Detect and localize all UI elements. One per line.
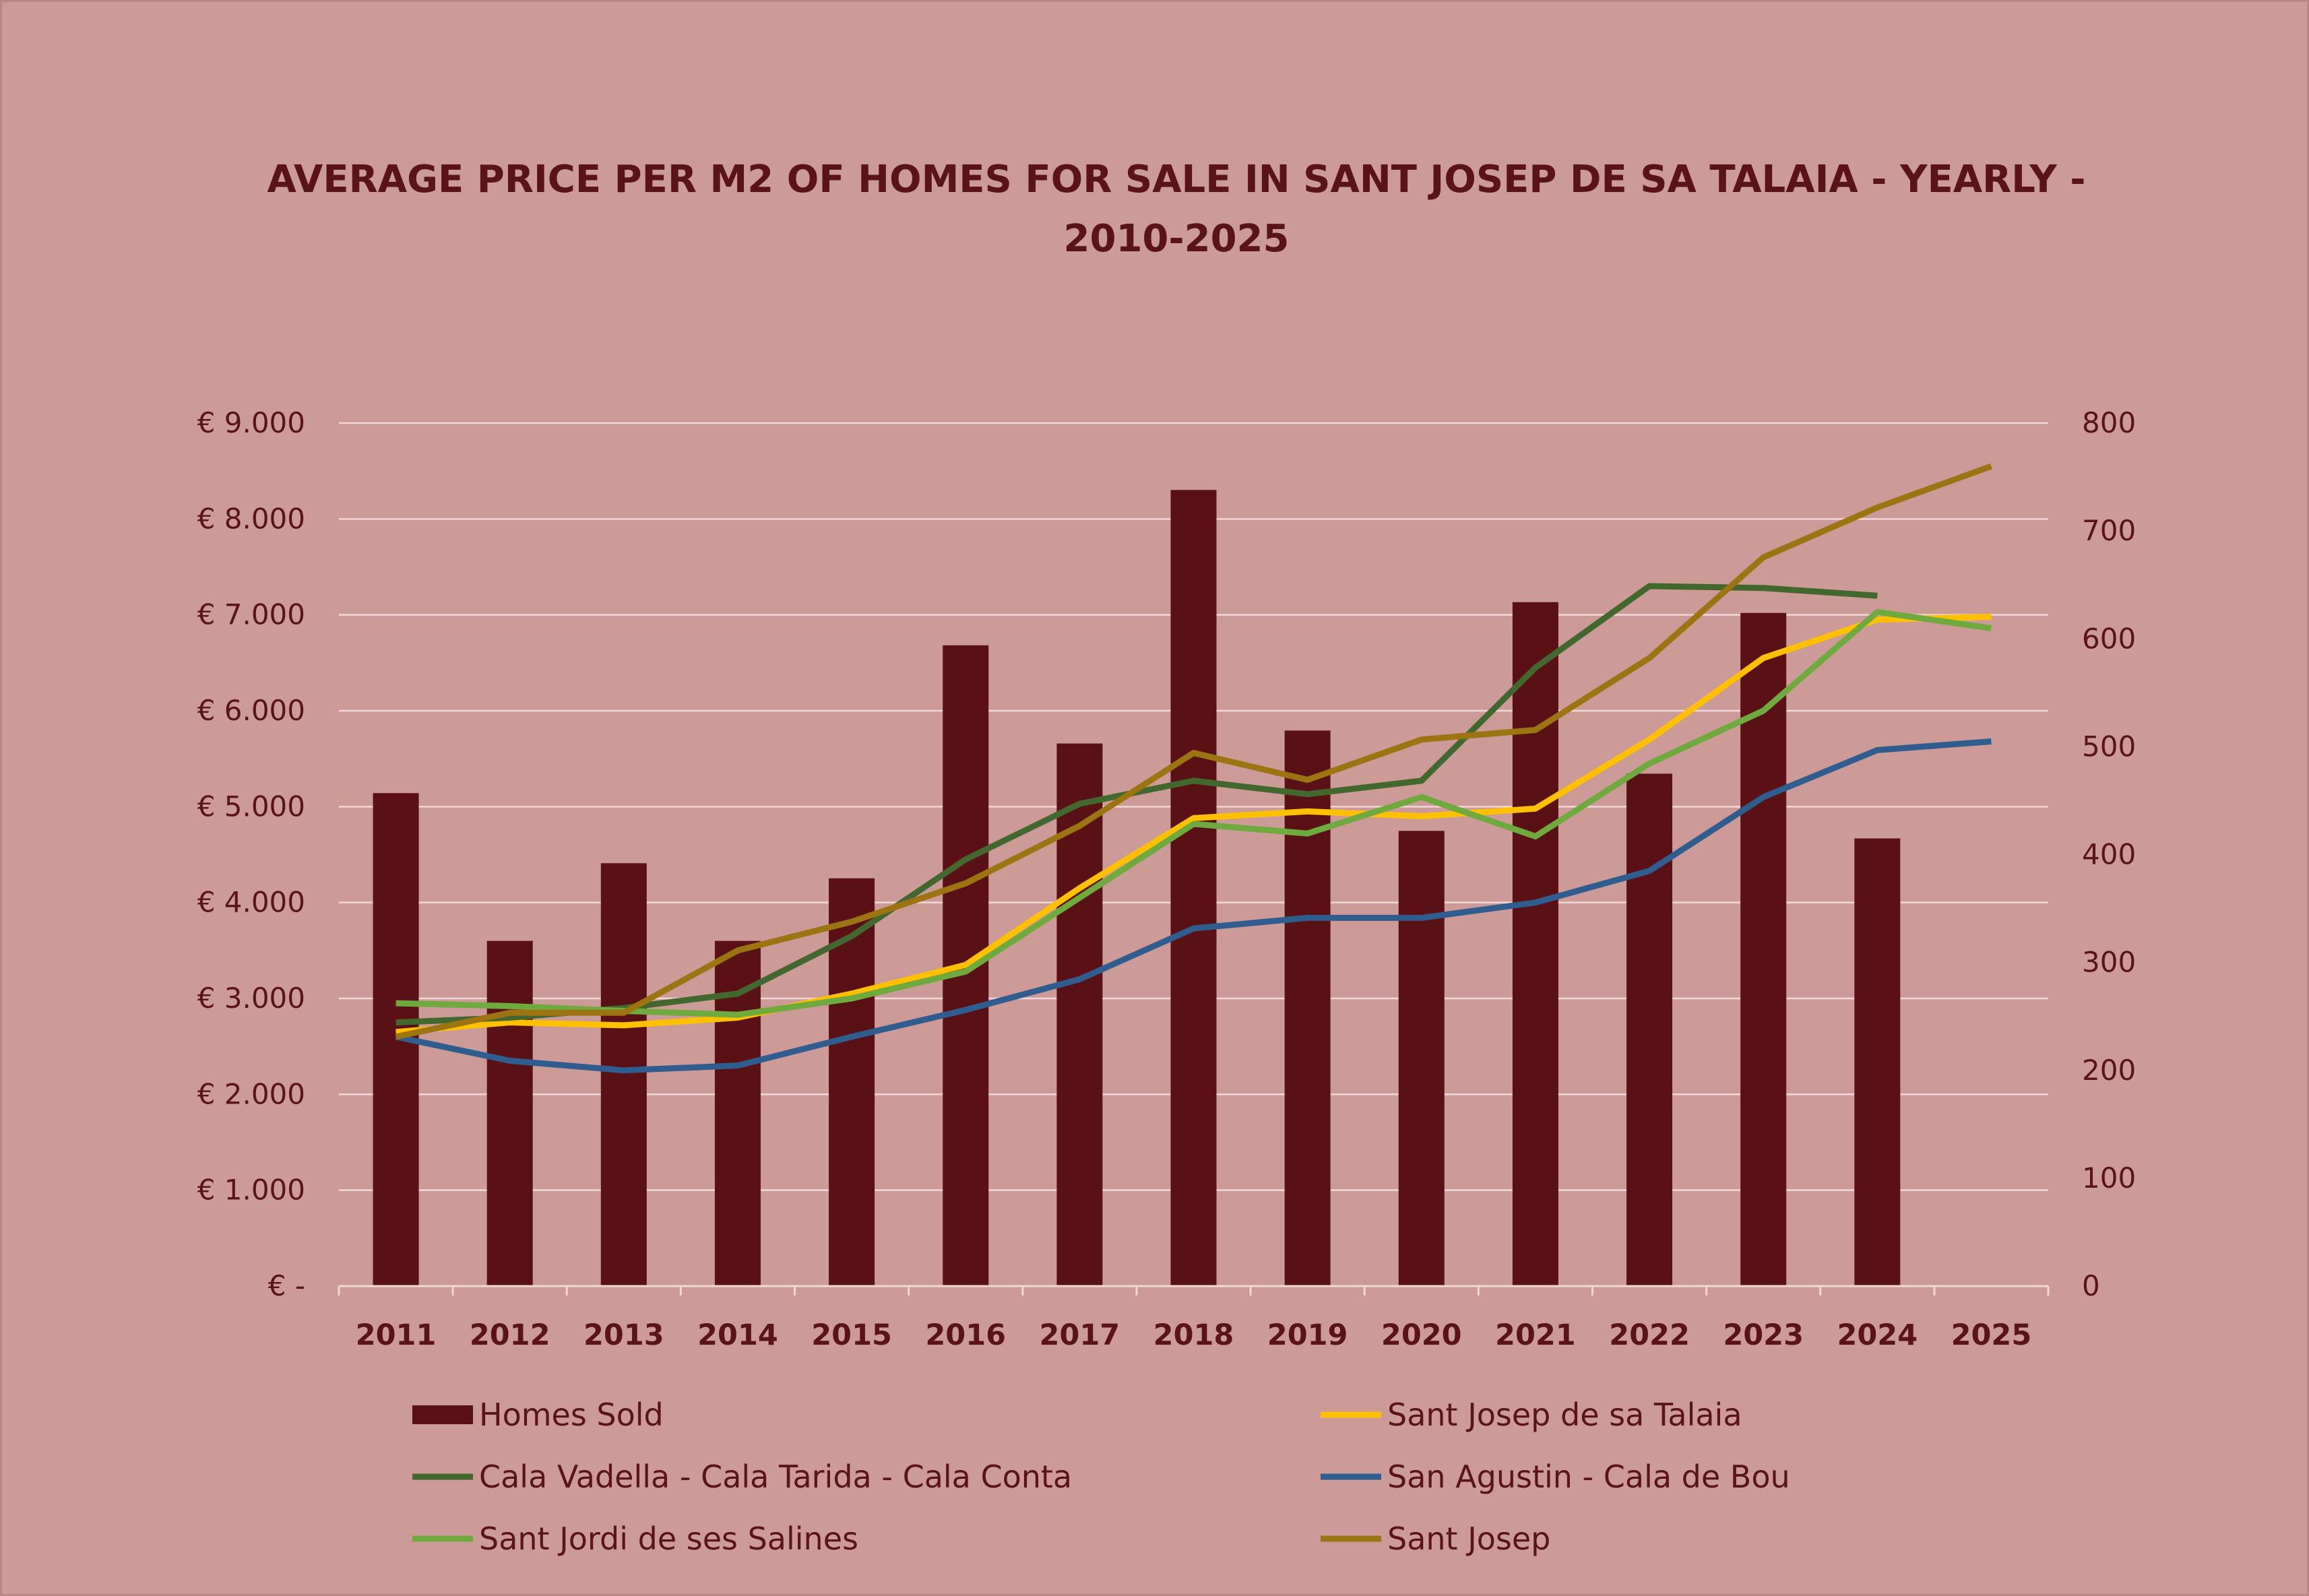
y-left-tick-label: € - <box>268 1269 305 1302</box>
y-left-tick-label: € 1.000 <box>197 1174 305 1207</box>
x-tick-label: 2012 <box>470 1318 550 1352</box>
legend-label: San Agustin - Cala de Bou <box>1387 1459 1790 1495</box>
bar-homes-sold <box>1398 831 1445 1286</box>
x-tick-label: 2023 <box>1723 1318 1804 1352</box>
axes: € - € 1.000 € 2.000 € 3.000 € 4.000 € 5.000 € … <box>197 406 2136 1352</box>
line-sant-josep-de-sa-talaia <box>396 614 1992 1035</box>
bar-homes-sold <box>1170 490 1217 1286</box>
bar-homes-sold <box>486 940 533 1286</box>
y-left-tick-label: € 9.000 <box>197 406 305 439</box>
y-left-tick-label: € 3.000 <box>197 982 305 1015</box>
bar-homes-sold <box>1626 773 1673 1286</box>
x-tick-label: 2015 <box>811 1318 892 1352</box>
y-right-tick-label: 600 <box>2082 622 2136 655</box>
x-tick-label: 2025 <box>1951 1318 2032 1352</box>
bar-homes-sold <box>1854 838 1901 1286</box>
bar-homes-sold <box>1512 602 1558 1286</box>
x-tick-label: 2018 <box>1153 1318 1234 1352</box>
legend-label: Sant Josep de sa Talaia <box>1387 1397 1742 1433</box>
bars-homes-sold <box>373 490 1901 1286</box>
y-right-tick-label: 200 <box>2082 1054 2136 1087</box>
x-tick-label: 2016 <box>925 1318 1006 1352</box>
x-tick-label: 2022 <box>1609 1318 1690 1352</box>
legend-label: Homes Sold <box>479 1397 664 1433</box>
x-tick-label: 2019 <box>1267 1318 1348 1352</box>
y-right-tick-label: 0 <box>2082 1269 2100 1302</box>
y-right-tick-label: 800 <box>2082 406 2136 439</box>
chart-title: AVERAGE PRICE PER M2 OF HOMES FOR SALE I… <box>267 158 2085 261</box>
y-left-tick-label: € 6.000 <box>197 694 305 727</box>
line-sant-jordi-de-ses-salines <box>396 608 1992 1018</box>
x-tick-label: 2021 <box>1495 1318 1576 1352</box>
y-right-tick-label: 400 <box>2082 838 2136 871</box>
x-tick-label: 2013 <box>583 1318 664 1352</box>
x-tick-label: 2020 <box>1381 1318 1462 1352</box>
x-tick-label: 2011 <box>356 1318 437 1352</box>
series-lines <box>395 463 1992 1074</box>
legend-label: Sant Jordi de ses Salines <box>479 1521 858 1557</box>
line-sant-josep <box>395 463 1992 1040</box>
y-right-tick-label: 300 <box>2082 946 2136 979</box>
legend-swatch-homes-sold <box>412 1405 473 1424</box>
y-right-tick-label: 700 <box>2082 514 2136 547</box>
y-left-tick-label: € 4.000 <box>197 886 305 919</box>
x-tick-label: 2024 <box>1837 1318 1918 1352</box>
y-left-tick-label: € 5.000 <box>197 790 305 823</box>
x-tick-label: 2014 <box>697 1318 778 1352</box>
legend-label: Cala Vadella - Cala Tarida - Cala Conta <box>479 1459 1072 1495</box>
x-tick-label: 2017 <box>1040 1318 1120 1352</box>
legend-label: Sant Josep <box>1387 1521 1550 1557</box>
bar-homes-sold <box>1740 612 1787 1286</box>
y-left-tick-label: € 7.000 <box>197 598 305 631</box>
chart-title-line: AVERAGE PRICE PER M2 OF HOMES FOR SALE I… <box>267 158 2085 201</box>
bar-homes-sold <box>1284 730 1331 1286</box>
y-right-tick-label: 100 <box>2082 1161 2136 1194</box>
bar-homes-sold <box>600 863 647 1286</box>
line-san-agustin-cala-de-bou <box>395 738 1992 1074</box>
y-left-tick-label: € 8.000 <box>197 502 305 535</box>
y-right-tick-label: 500 <box>2082 730 2136 763</box>
y-left-tick-label: € 2.000 <box>197 1077 305 1110</box>
chart-title-line: 2010-2025 <box>1064 217 1290 261</box>
legend: Homes Sold Sant Josep de sa Talaia Cala Va… <box>412 1397 1790 1557</box>
